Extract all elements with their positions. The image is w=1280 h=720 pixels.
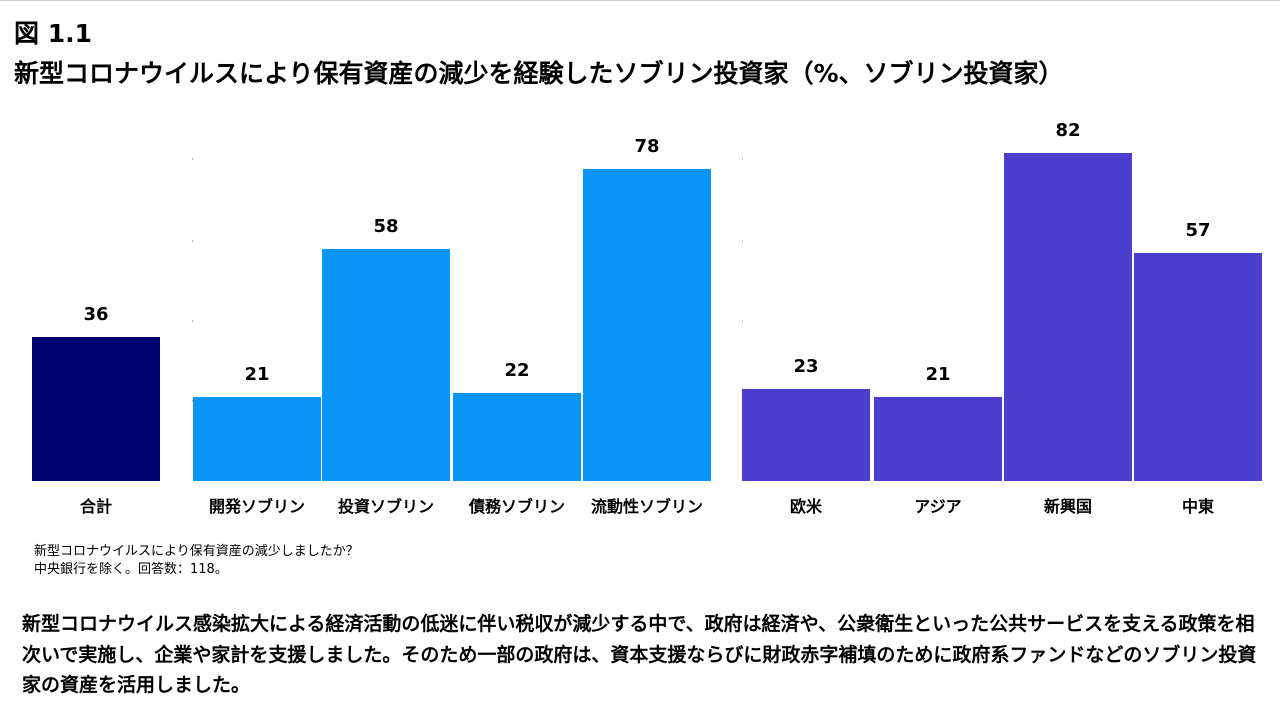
bar [1004,153,1132,481]
survey-question: 新型コロナウイルスにより保有資産の減少しましたか？ [34,544,359,559]
bar [742,389,870,481]
figure-label: 図 1.1 [14,19,92,48]
bar-value-label: 58 [373,216,398,237]
survey-note: 新型コロナウイルスにより保有資産の減少しましたか？ 中央銀行を除く。回答数：11… [34,543,359,579]
bar [453,393,581,481]
bar-value-label: 82 [1055,120,1080,141]
chart-title: 新型コロナウイルスにより保有資産の減少を経験したソブリン投資家（%、ソブリン投資… [14,59,1064,88]
axis-tick-mark [192,400,193,402]
bar-value-label: 21 [244,364,269,385]
category-label: 合計 [80,497,112,516]
bar [874,397,1002,481]
top-rule [0,0,1280,1]
bar-value-label: 23 [793,356,818,377]
axis-tick-mark [742,240,743,242]
category-label: 欧米 [790,497,823,516]
bar-value-label: 21 [925,364,950,385]
category-label: 中東 [1182,497,1214,516]
axis-tick-mark [192,320,193,322]
category-label: 投資ソブリン [338,497,434,516]
axis-tick-mark [742,158,743,160]
axis-tick-mark [192,158,193,160]
bar [322,249,450,481]
bar-value-label: 78 [634,136,659,157]
category-label: 債務ソブリン [468,497,565,516]
category-label: アジア [914,497,961,516]
bar [1134,253,1262,481]
bar [193,397,321,481]
bar-chart: 36 合計 21 開発ソブリン 58 投資ソブリン 22 債務ソブリン 78 流動性ソブリン 23 欧… [32,120,1262,516]
bar-value-label: 57 [1185,220,1210,241]
survey-respondents: 中央銀行を除く。回答数：118。 [34,562,228,577]
bar-value-label: 22 [504,360,529,381]
body-paragraph: 新型コロナウイルス感染拡大による経済活動の低迷に伴い税収が減少する中で、政府は経… [22,613,1257,696]
bar [32,337,160,481]
axis-tick-mark [192,240,193,242]
bar-value-label: 36 [83,304,108,325]
category-label: 開発ソブリン [209,497,305,516]
category-label: 新興国 [1044,497,1092,516]
axis-tick-mark [742,320,743,322]
category-label: 流動性ソブリン [591,497,703,516]
bar [583,169,711,481]
